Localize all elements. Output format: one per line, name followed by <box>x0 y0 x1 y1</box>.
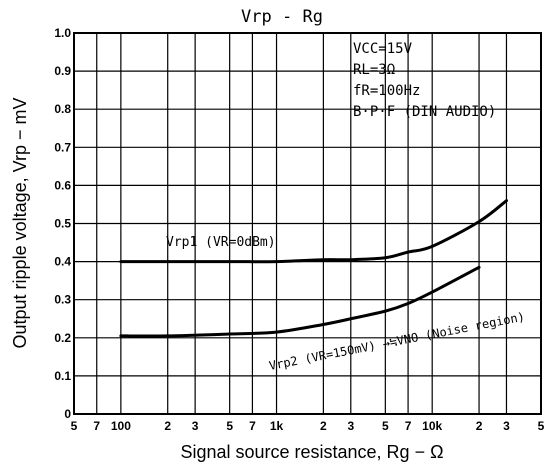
y-tick-label: 0.7 <box>54 140 71 154</box>
series-label-vrp1: Vrp1 (VR=0dBm) <box>166 235 276 250</box>
condition-filter: B·P·F (DIN AUDIO) <box>353 104 496 120</box>
y-tick-label: 0 <box>64 407 71 421</box>
series-lines <box>119 199 508 338</box>
x-tick-label: 5 <box>382 419 389 433</box>
x-tick-label: 1k <box>270 419 284 433</box>
y-tick-label: 0.3 <box>54 293 71 307</box>
x-tick-label: 7 <box>93 419 100 433</box>
x-tick-label: 5 <box>538 419 545 433</box>
condition-rl: RL=3Ω <box>353 62 395 78</box>
x-tick-label: 10k <box>422 419 442 433</box>
y-tick-label: 0.1 <box>54 369 71 383</box>
x-tick-label: 3 <box>503 419 510 433</box>
x-tick-label: 2 <box>164 419 171 433</box>
series-line-vrp1 <box>119 199 508 264</box>
x-tick-label: 3 <box>347 419 354 433</box>
y-tick-label: 0.2 <box>54 331 71 345</box>
y-tick-label: 0.5 <box>54 217 71 231</box>
x-tick-label: 2 <box>476 419 483 433</box>
x-axis-label: Signal source resistance, Rg − Ω <box>180 442 443 462</box>
axes <box>73 32 542 415</box>
series-line-vrp2 <box>119 265 481 338</box>
x-tick-label: 7 <box>249 419 256 433</box>
y-tick-label: 0.8 <box>54 102 71 116</box>
x-tick-label: 3 <box>192 419 199 433</box>
conditions: VCC=15V RL=3Ω fR=100Hz B·P·F (DIN AUDIO) <box>353 41 496 120</box>
x-tick-label: 5 <box>226 419 233 433</box>
y-axis-label: Output ripple voltage, Vrp − mV <box>10 98 30 349</box>
condition-fr: fR=100Hz <box>353 83 420 99</box>
chart-title: Vrp - Rg <box>241 7 323 27</box>
y-tick-labels: 0 0.1 0.2 0.3 0.4 0.5 0.6 0.7 0.8 0.9 1.0 <box>54 26 71 421</box>
condition-vcc: VCC=15V <box>353 41 413 57</box>
x-tick-label: 100 <box>111 419 131 433</box>
x-tick-label: 5 <box>71 419 78 433</box>
x-tick-label: 2 <box>320 419 327 433</box>
plot-frame <box>73 32 542 415</box>
x-tick-labels: 5 7 100 2 3 5 7 1k 2 3 5 7 10k 2 3 5 <box>71 419 545 433</box>
grid <box>73 32 542 415</box>
series-label-vrp2: Vrp2 (VR=150mV) →≒VNO (Noise region) <box>268 310 526 373</box>
y-tick-label: 0.6 <box>54 178 71 192</box>
x-tick-label: 7 <box>405 419 412 433</box>
y-tick-label: 0.4 <box>54 255 71 269</box>
y-tick-label: 0.9 <box>54 64 71 78</box>
y-tick-label: 1.0 <box>54 26 71 40</box>
